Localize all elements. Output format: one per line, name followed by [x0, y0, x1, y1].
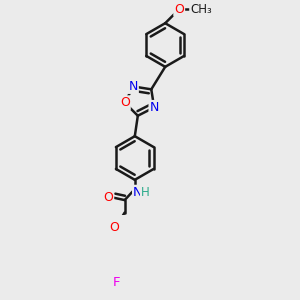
- Text: O: O: [103, 191, 113, 204]
- Text: CH₃: CH₃: [190, 3, 212, 16]
- Text: O: O: [109, 221, 119, 234]
- Text: N: N: [133, 186, 143, 199]
- Text: F: F: [113, 276, 121, 289]
- Text: N: N: [128, 80, 138, 93]
- Text: O: O: [174, 3, 184, 16]
- Text: N: N: [149, 101, 159, 114]
- Text: H: H: [141, 186, 149, 199]
- Text: O: O: [120, 96, 130, 109]
